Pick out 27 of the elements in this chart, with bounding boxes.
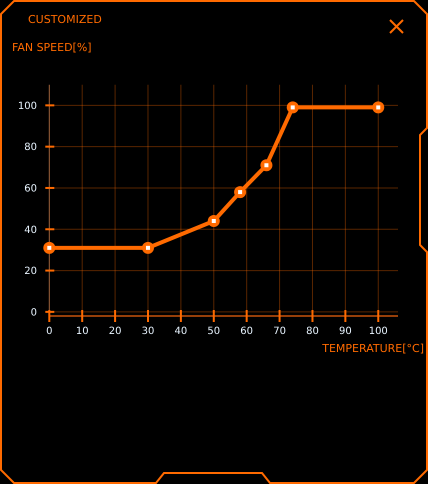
x-tick-label: 0 [46,326,52,337]
point [208,215,220,227]
x-tick-label: 40 [174,326,188,337]
y-tick-label: 80 [24,142,37,154]
point [260,159,272,172]
point [372,101,384,114]
y-tick-label: 40 [24,224,37,236]
x-tick-label: 90 [339,326,352,337]
y-tick-label: 20 [24,266,37,278]
point [43,242,56,254]
y-tick-label: 60 [24,183,37,194]
x-tick-label: 70 [273,326,286,337]
y-tick-label: 0 [30,307,37,318]
point [286,101,299,114]
x-tick-label: 80 [306,326,319,337]
x-axis-title: TEMPERATURE[°C] [321,342,424,355]
point [142,242,154,254]
point [234,186,246,198]
y-axis-title: FAN SPEED[%] [12,41,92,54]
x-tick-label: 60 [240,326,254,337]
y-tick-label: 100 [18,100,37,112]
x-tick-label: 30 [142,326,154,337]
x-tick-label: 100 [368,326,388,337]
x-tick-label: 20 [108,326,122,337]
chart-title: CUSTOMIZED [28,13,102,26]
x-tick-label: 10 [76,326,89,337]
x-tick-label: 50 [207,326,220,337]
